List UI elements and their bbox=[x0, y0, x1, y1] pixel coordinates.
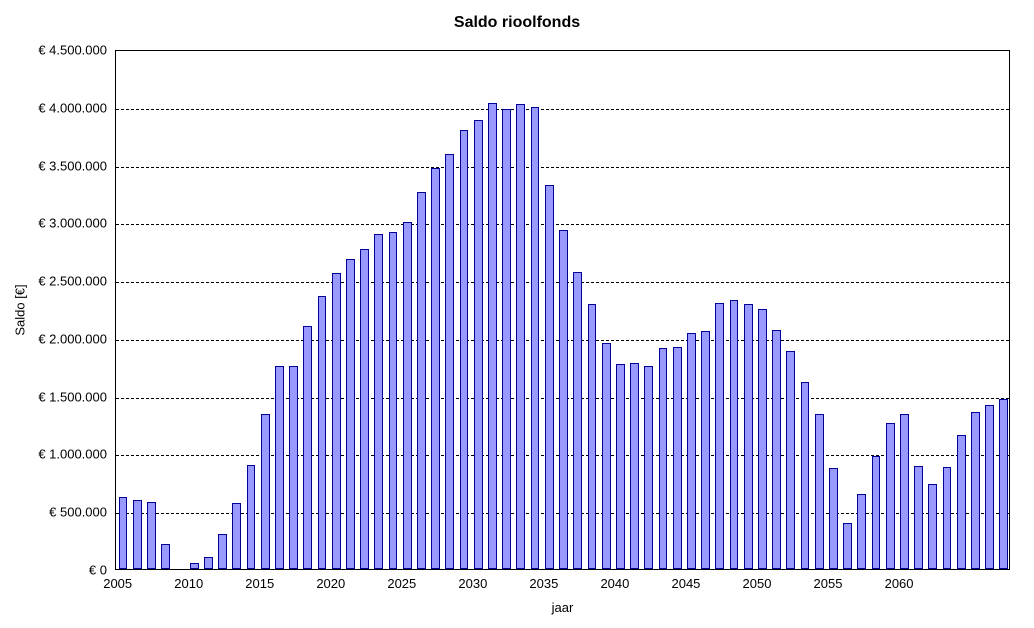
bar bbox=[630, 363, 639, 569]
x-tick-label: 2035 bbox=[529, 576, 558, 591]
chart-container: Saldo rioolfonds Saldo [€] jaar € 0 € 500… bbox=[0, 0, 1034, 628]
bar bbox=[999, 399, 1008, 569]
bar bbox=[247, 465, 256, 569]
bar bbox=[602, 343, 611, 569]
y-tick-label: € 2.500.000 bbox=[0, 274, 107, 289]
bar bbox=[715, 303, 724, 569]
x-tick-label: 2010 bbox=[174, 576, 203, 591]
bar bbox=[133, 500, 142, 569]
bar bbox=[588, 304, 597, 569]
bar bbox=[289, 366, 298, 569]
x-tick-label: 2040 bbox=[600, 576, 629, 591]
bar bbox=[516, 104, 525, 569]
bar bbox=[431, 168, 440, 569]
bar bbox=[218, 534, 227, 569]
y-tick-label: € 4.500.000 bbox=[0, 43, 107, 58]
x-tick-label: 2020 bbox=[316, 576, 345, 591]
bar bbox=[573, 272, 582, 569]
gridline bbox=[116, 109, 1009, 110]
bar bbox=[801, 382, 810, 569]
x-tick-label: 2005 bbox=[103, 576, 132, 591]
bar bbox=[616, 364, 625, 569]
x-axis-title: jaar bbox=[552, 600, 574, 615]
bar bbox=[730, 300, 739, 569]
y-tick-label: € 0 bbox=[0, 563, 107, 578]
bar bbox=[559, 230, 568, 569]
chart-title: Saldo rioolfonds bbox=[0, 14, 1034, 32]
bar bbox=[843, 523, 852, 569]
bar bbox=[360, 249, 369, 569]
gridline bbox=[116, 167, 1009, 168]
y-tick-label: € 500.000 bbox=[0, 505, 107, 520]
y-tick-label: € 3.500.000 bbox=[0, 158, 107, 173]
bar bbox=[829, 468, 838, 569]
bar bbox=[488, 103, 497, 569]
bar bbox=[659, 348, 668, 569]
bar bbox=[786, 351, 795, 569]
y-tick-label: € 2.000.000 bbox=[0, 331, 107, 346]
plot-area bbox=[115, 50, 1010, 570]
y-tick-label: € 1.500.000 bbox=[0, 389, 107, 404]
y-tick-label: € 1.000.000 bbox=[0, 447, 107, 462]
bar bbox=[928, 484, 937, 570]
bar bbox=[744, 304, 753, 569]
x-tick-label: 2050 bbox=[743, 576, 772, 591]
y-axis-title: Saldo [€] bbox=[13, 284, 28, 335]
x-tick-label: 2015 bbox=[245, 576, 274, 591]
bar bbox=[119, 497, 128, 569]
x-tick-label: 2045 bbox=[671, 576, 700, 591]
bar bbox=[886, 423, 895, 569]
bar bbox=[900, 414, 909, 569]
bar bbox=[190, 563, 199, 569]
bar bbox=[502, 109, 511, 569]
bar bbox=[943, 467, 952, 569]
bar bbox=[261, 414, 270, 569]
bar bbox=[914, 466, 923, 569]
bar bbox=[332, 273, 341, 569]
bar bbox=[545, 185, 554, 569]
bar bbox=[644, 366, 653, 569]
bar bbox=[403, 222, 412, 569]
x-tick-label: 2025 bbox=[387, 576, 416, 591]
bar bbox=[673, 347, 682, 569]
bar bbox=[815, 414, 824, 569]
bar bbox=[147, 502, 156, 569]
bar bbox=[857, 494, 866, 569]
bar bbox=[872, 456, 881, 569]
bar bbox=[985, 405, 994, 569]
x-tick-label: 2060 bbox=[885, 576, 914, 591]
bar bbox=[417, 192, 426, 569]
bar bbox=[531, 107, 540, 569]
bar bbox=[346, 259, 355, 569]
bar bbox=[389, 232, 398, 569]
bar bbox=[161, 544, 170, 569]
bar bbox=[303, 326, 312, 569]
bar bbox=[204, 557, 213, 569]
y-tick-label: € 4.000.000 bbox=[0, 100, 107, 115]
x-tick-label: 2055 bbox=[814, 576, 843, 591]
gridline bbox=[116, 224, 1009, 225]
bar bbox=[445, 154, 454, 569]
bar bbox=[772, 330, 781, 569]
bar bbox=[460, 130, 469, 569]
x-tick-label: 2030 bbox=[458, 576, 487, 591]
bar bbox=[957, 435, 966, 569]
bar bbox=[318, 296, 327, 569]
bar bbox=[687, 333, 696, 569]
bar bbox=[971, 412, 980, 569]
bar bbox=[758, 309, 767, 569]
bar bbox=[275, 366, 284, 569]
bar bbox=[374, 234, 383, 569]
bar bbox=[701, 331, 710, 569]
bar bbox=[474, 120, 483, 570]
y-tick-label: € 3.000.000 bbox=[0, 216, 107, 231]
bar bbox=[232, 503, 241, 569]
